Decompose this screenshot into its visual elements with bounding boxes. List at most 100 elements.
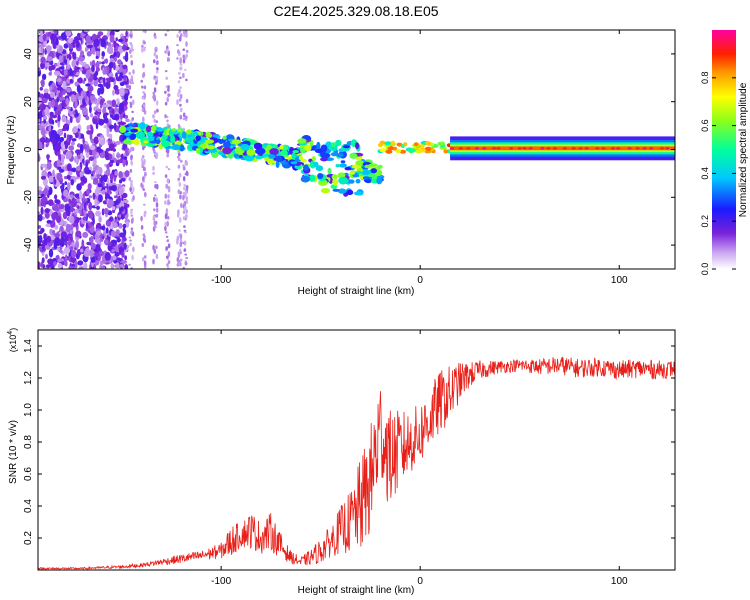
heat-cell xyxy=(102,106,107,115)
heat-cell xyxy=(337,188,347,194)
heat-cell xyxy=(153,208,156,212)
heat-cell xyxy=(92,192,96,200)
heat-cell xyxy=(132,186,135,193)
heat-cell xyxy=(540,147,545,150)
heat-cell xyxy=(93,136,100,145)
heat-cell xyxy=(205,131,211,138)
heat-cell xyxy=(119,87,125,97)
heat-cell xyxy=(118,223,123,229)
heat-cell xyxy=(179,258,183,262)
heat-cell xyxy=(116,98,120,103)
heat-cell xyxy=(195,147,201,154)
heat-cell xyxy=(517,147,522,150)
heat-cell xyxy=(59,249,63,254)
heat-cell xyxy=(110,230,117,238)
heat-cell xyxy=(179,86,182,89)
heat-cell xyxy=(128,71,132,76)
heat-cell xyxy=(349,152,358,159)
colorbar-gradient xyxy=(712,30,736,269)
heat-cell xyxy=(113,195,119,199)
heat-cell xyxy=(121,251,125,258)
heat-cell xyxy=(65,97,69,106)
heat-cell xyxy=(66,174,71,180)
heat-cell xyxy=(63,59,68,64)
heat-cell xyxy=(68,43,73,50)
heat-cell xyxy=(290,161,298,165)
heat-cell xyxy=(183,200,187,207)
heat-cell xyxy=(177,53,181,57)
heat-cell xyxy=(101,208,105,216)
heat-cell xyxy=(102,77,106,84)
heat-cell xyxy=(107,42,112,48)
colorbar: 0.0 0.2 0.4 0.6 0.8 Normalized spectral ampl… xyxy=(700,30,749,275)
heat-cell xyxy=(131,110,134,114)
heat-cell xyxy=(106,167,111,177)
heat-cell xyxy=(104,187,108,192)
heat-cell xyxy=(144,171,147,177)
heat-cell xyxy=(72,111,76,115)
heat-cell xyxy=(76,165,81,172)
heat-cell xyxy=(82,231,89,238)
heat-cell xyxy=(262,153,269,158)
heat-cell xyxy=(141,257,145,262)
heat-cell xyxy=(129,102,133,109)
heat-cell xyxy=(546,147,551,150)
heat-cell xyxy=(83,143,87,150)
heat-cell xyxy=(95,210,102,217)
heat-cell xyxy=(340,160,346,164)
heat-cell xyxy=(86,144,90,153)
heat-cell xyxy=(141,44,144,48)
heat-cell xyxy=(156,108,159,113)
heat-cell xyxy=(115,72,118,78)
heat-cell xyxy=(129,80,132,83)
heat-cell xyxy=(131,117,134,121)
heat-cell xyxy=(111,43,114,48)
heat-cell xyxy=(76,60,79,66)
heat-cell xyxy=(177,80,181,84)
heat-cell xyxy=(178,35,182,42)
heat-cell xyxy=(140,79,143,83)
heat-cell xyxy=(54,203,60,212)
heat-cell xyxy=(178,98,182,102)
heat-cell xyxy=(131,99,135,105)
heat-cell xyxy=(144,210,147,215)
heat-cell xyxy=(38,44,41,49)
heat-cell xyxy=(117,59,122,65)
heat-cell xyxy=(123,242,127,250)
heat-cell xyxy=(85,115,90,121)
heat-cell xyxy=(122,159,126,168)
heat-cell xyxy=(142,30,146,33)
heat-cell xyxy=(268,154,276,159)
heat-cell xyxy=(46,235,51,243)
heat-cell xyxy=(131,254,134,261)
heat-cell xyxy=(111,249,115,253)
heat-cell xyxy=(42,97,48,104)
heat-cell xyxy=(77,260,84,266)
heat-cell xyxy=(48,72,52,76)
y-tick-label: 0.6 xyxy=(23,467,34,481)
heat-cell xyxy=(40,78,45,88)
heat-cell xyxy=(178,229,181,232)
heat-cell xyxy=(315,165,324,172)
heat-cell xyxy=(109,159,114,163)
heat-cell xyxy=(76,183,82,191)
heat-cell xyxy=(79,171,84,177)
heat-cell xyxy=(578,147,583,150)
heat-cell xyxy=(90,259,96,263)
heat-cell xyxy=(180,159,183,163)
heat-cell xyxy=(595,147,600,150)
heat-cell xyxy=(342,145,350,149)
heat-cell xyxy=(154,35,157,40)
heat-cell xyxy=(45,143,49,148)
heat-cell xyxy=(353,191,364,196)
heat-cell xyxy=(238,154,243,159)
heat-cell xyxy=(153,118,156,123)
heat-cell xyxy=(280,150,288,156)
heat-cell xyxy=(41,257,45,264)
heat-cell xyxy=(43,94,48,99)
heat-cell xyxy=(67,182,71,191)
heat-cell xyxy=(331,142,336,148)
heat-cell xyxy=(379,140,386,145)
heat-cell xyxy=(83,30,90,33)
heat-cell xyxy=(69,224,74,231)
